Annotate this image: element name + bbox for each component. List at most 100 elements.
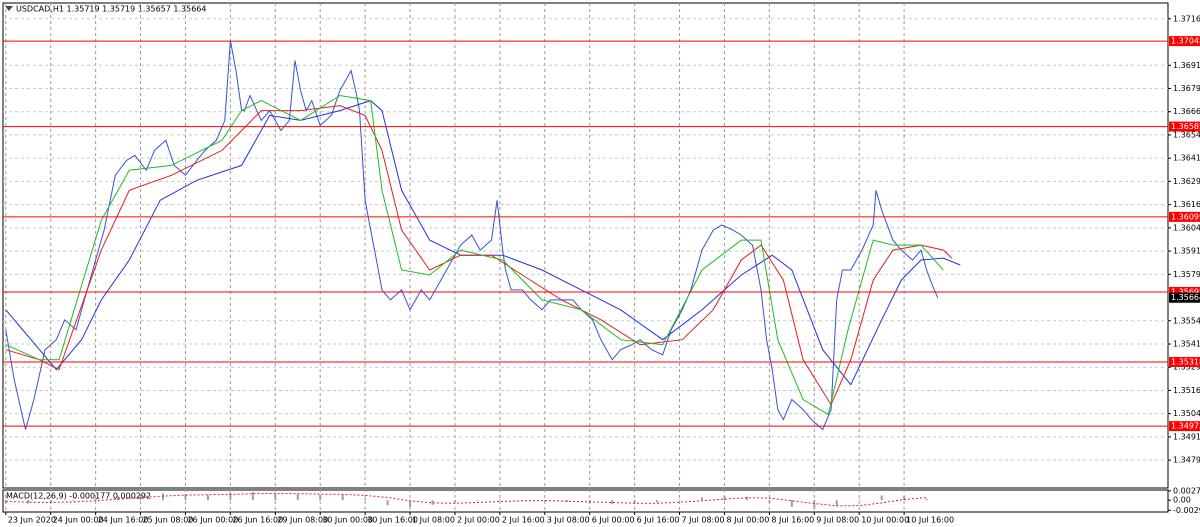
- x-tick-label: 8 Jul 16:00: [771, 516, 814, 525]
- level-label-bg: [1169, 36, 1200, 47]
- y-tick-label: 1.36790: [1173, 84, 1200, 93]
- macd-bar: [745, 496, 748, 501]
- macd-bar: [94, 498, 97, 501]
- y-tick-label: 0.00: [1173, 496, 1191, 505]
- macd-bar: [453, 500, 456, 503]
- x-tick-label: 1 Jul 08:00: [412, 516, 455, 525]
- macd-bar: [162, 493, 165, 501]
- y-tick-label: 1.36165: [1173, 200, 1200, 209]
- y-tick-label: 1.35415: [1173, 339, 1200, 348]
- x-tick-label: 26 Jun 00:00: [187, 516, 238, 525]
- x-tick-label: 8 Jul 00:00: [726, 516, 769, 525]
- y-tick-label: 0.002736: [1173, 486, 1200, 495]
- level-label-bg: [1169, 286, 1200, 297]
- level-label: 1.37045: [1171, 37, 1200, 46]
- macd-bar: [678, 499, 681, 501]
- macd-bar: [790, 500, 793, 507]
- x-tick-label: 29 Jun 08:00: [277, 516, 328, 525]
- x-tick-label: 10 Jul 16:00: [906, 516, 954, 525]
- y-tick-label: 1.36290: [1173, 177, 1200, 186]
- macd-bar: [431, 500, 434, 505]
- y-tick-label: 1.36915: [1173, 61, 1200, 70]
- x-tick-label: 30 Jun 00:00: [322, 516, 373, 525]
- x-tick-label: 6 Jul 16:00: [637, 516, 680, 525]
- macd-bar: [364, 498, 367, 501]
- main-panel: [2, 2, 1169, 489]
- y-tick-label: 1.35165: [1173, 386, 1200, 395]
- x-tick-label: 2 Jul 00:00: [457, 516, 500, 525]
- macd-bar: [206, 495, 209, 501]
- price-line: [5, 94, 944, 416]
- macd-bar: [72, 500, 75, 501]
- macd-bar: [835, 500, 838, 506]
- macd-bar: [251, 492, 254, 501]
- macd-bar: [117, 496, 120, 501]
- last-price-bg: [1169, 292, 1200, 303]
- level-label: 1.35695: [1171, 287, 1200, 296]
- chart-title: USDCAD,H1 1.35719 1.35719 1.35657 1.3566…: [16, 5, 206, 14]
- y-tick-label: -0.00299: [1173, 506, 1200, 515]
- macd-bar: [701, 497, 703, 501]
- x-tick-label: 10 Jul 00:00: [861, 516, 909, 525]
- macd-bar: [27, 500, 30, 504]
- x-tick-label: 7 Jul 08:00: [682, 516, 725, 525]
- price-line: [5, 40, 939, 431]
- level-label: 1.36099: [1171, 212, 1200, 221]
- macd-bar: [543, 500, 546, 502]
- level-label-bg: [1169, 211, 1200, 222]
- x-tick-label: 23 Jun 2020: [8, 516, 56, 525]
- x-tick-label: 30 Jun 16:00: [367, 516, 418, 525]
- macd-bar: [409, 500, 412, 507]
- macd-bar: [49, 500, 52, 503]
- macd-bar: [903, 496, 906, 501]
- last-price-label: 1.35664: [1171, 293, 1200, 302]
- x-tick-label: 9 Jul 08:00: [816, 516, 859, 525]
- y-tick-label: 1.35790: [1173, 270, 1200, 279]
- x-tick-label: 2 Jul 16:00: [502, 516, 545, 525]
- level-label-bg: [1169, 121, 1200, 132]
- y-tick-label: 1.37165: [1173, 14, 1200, 23]
- macd-bar: [184, 494, 187, 501]
- x-tick-label: 26 Jun 16:00: [232, 516, 283, 525]
- y-tick-label: 1.35915: [1173, 247, 1200, 256]
- macd-bar: [386, 500, 389, 506]
- x-tick-label: 6 Jul 00:00: [592, 516, 635, 525]
- macd-panel: [2, 489, 1169, 513]
- y-tick-label: 1.36665: [1173, 107, 1200, 116]
- macd-title: MACD(12,26,9) -0.000177 0.000292: [6, 492, 151, 501]
- x-tick-label: 24 Jun 16:00: [98, 516, 149, 525]
- y-tick-label: 1.36540: [1173, 130, 1200, 139]
- macd-bar: [296, 494, 299, 501]
- macd-bar: [768, 500, 771, 503]
- y-tick-label: 1.35540: [1173, 316, 1200, 325]
- macd-signal: [5, 492, 927, 507]
- macd-bar: [476, 500, 479, 501]
- macd-bar: [813, 500, 816, 509]
- y-tick-label: 1.35290: [1173, 363, 1200, 372]
- y-tick-label: 1.35040: [1173, 409, 1200, 418]
- x-tick-label: 25 Jun 08:00: [143, 516, 194, 525]
- y-tick-label: 1.34915: [1173, 432, 1200, 441]
- macd-bar: [229, 492, 232, 501]
- price-line: [5, 105, 953, 406]
- macd-bar: [925, 498, 928, 501]
- macd-bar: [633, 500, 636, 504]
- macd-bar: [274, 493, 277, 501]
- macd-bar: [858, 499, 861, 501]
- macd-bar: [139, 494, 142, 501]
- x-tick-label: 3 Jul 08:00: [547, 516, 590, 525]
- macd-bar: [319, 494, 322, 501]
- macd-bar: [880, 495, 883, 501]
- level-label: 1.35318: [1171, 358, 1200, 367]
- macd-bar: [341, 494, 344, 501]
- level-label: 1.34973: [1171, 422, 1200, 431]
- y-tick-label: 1.34790: [1173, 456, 1200, 465]
- y-tick-label: 1.36040: [1173, 223, 1200, 232]
- macd-bar: [611, 500, 614, 505]
- macd-bar: [498, 499, 501, 501]
- symbol-icon: [5, 6, 13, 11]
- macd-bar: [723, 496, 726, 501]
- level-label-bg: [1169, 357, 1200, 368]
